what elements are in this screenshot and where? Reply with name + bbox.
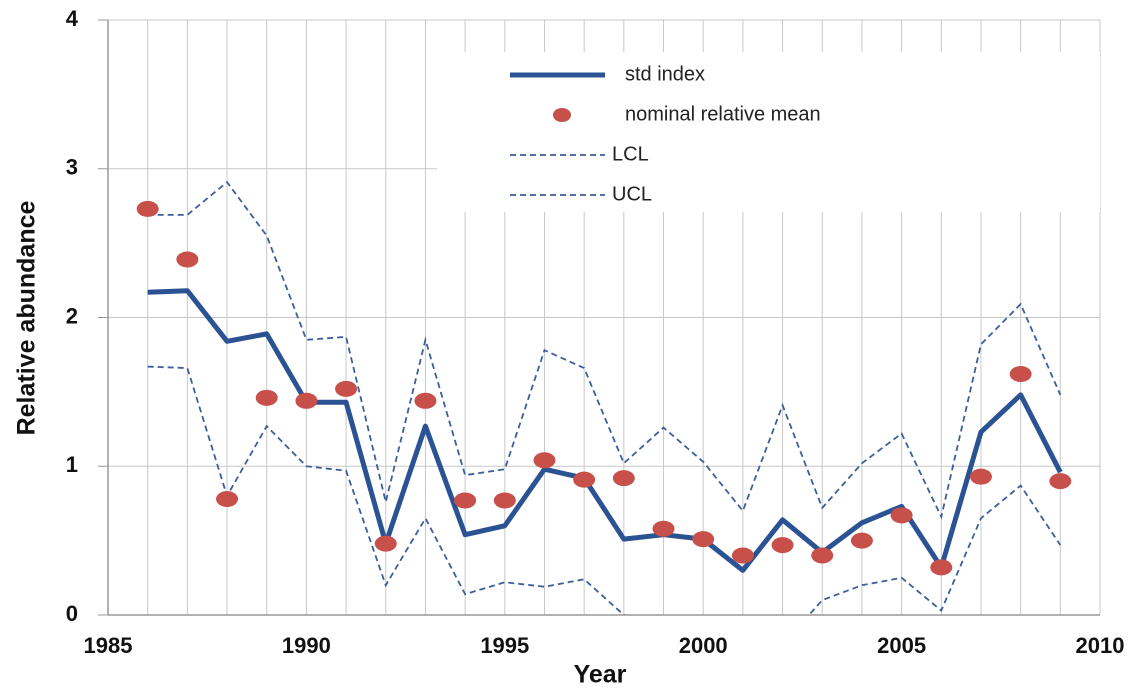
y-tick-label: 3 [66, 155, 78, 180]
x-tick-label: 1985 [84, 633, 133, 658]
nominal-point [692, 531, 715, 548]
legend-label: std index [625, 63, 705, 85]
y-tick-label: 1 [66, 452, 78, 477]
nominal-point [1049, 473, 1072, 490]
std-index-line [147, 288, 1063, 573]
x-tick-label: 1990 [282, 633, 331, 658]
y-tick-label: 0 [66, 601, 78, 626]
nominal-point [771, 537, 794, 554]
nominal-point [414, 392, 437, 409]
nominal-point [295, 392, 318, 409]
nominal-point [454, 492, 477, 509]
nominal-point [136, 200, 159, 217]
nominal-point [176, 251, 199, 268]
nominal-point [335, 380, 358, 397]
x-axis-title: Year [574, 661, 627, 689]
y-axis-title: Relative abundance [13, 201, 41, 436]
nominal-point [533, 452, 556, 469]
y-tick-label: 4 [66, 6, 79, 31]
confidence-line [147, 180, 1062, 520]
nominal-point [1009, 366, 1032, 383]
nominal-point [731, 547, 754, 564]
y-tick-label: 2 [66, 303, 78, 328]
legend-box [437, 52, 1100, 212]
legend-label: UCL [612, 183, 652, 205]
nominal-point [612, 470, 635, 487]
x-tick-label: 1995 [480, 633, 529, 658]
nominal-point [930, 559, 953, 576]
nominal-point [850, 532, 873, 549]
nominal-point [216, 490, 239, 507]
nominal-point [969, 468, 992, 485]
confidence-line [147, 365, 1062, 615]
legend-label: LCL [612, 143, 649, 165]
nominal-point [374, 535, 397, 552]
x-tick-label: 2010 [1076, 633, 1125, 658]
legend-label: nominal relative mean [625, 103, 821, 125]
nominal-point [255, 389, 278, 406]
nominal-point [573, 471, 596, 488]
nominal-point [811, 547, 834, 564]
nominal-point [652, 520, 675, 537]
x-tick-label: 2000 [679, 633, 728, 658]
plot-area [136, 180, 1072, 615]
legend-swatch [553, 108, 571, 122]
x-tick-label: 2005 [877, 633, 926, 658]
nominal-point [493, 492, 516, 509]
nominal-point [890, 507, 913, 524]
